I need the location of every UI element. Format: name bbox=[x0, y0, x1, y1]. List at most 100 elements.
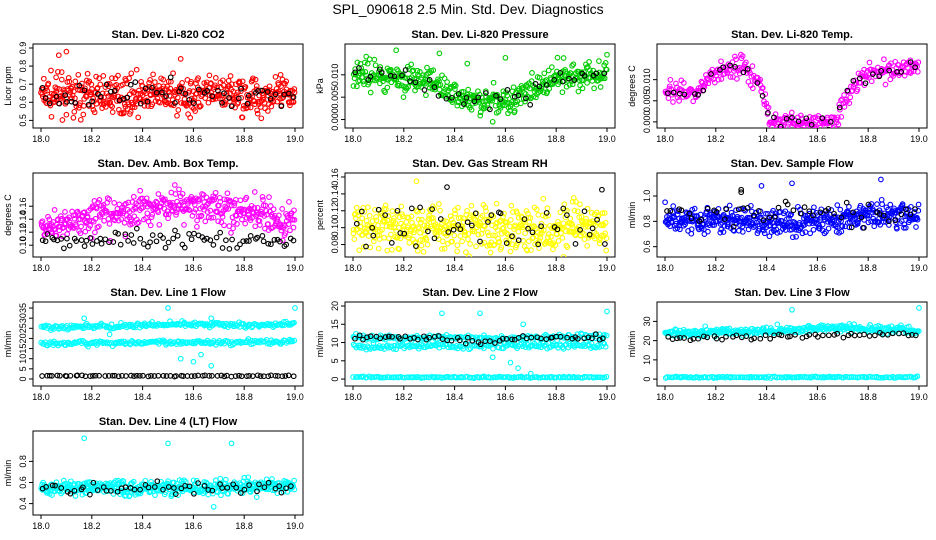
data-point bbox=[483, 90, 489, 96]
series bbox=[39, 225, 297, 252]
data-point bbox=[82, 228, 89, 235]
data-point bbox=[492, 340, 498, 346]
data-point bbox=[196, 213, 202, 220]
data-point bbox=[385, 333, 392, 340]
data-point bbox=[522, 98, 528, 105]
data-point bbox=[858, 214, 865, 221]
data-point bbox=[182, 339, 189, 346]
data-point bbox=[892, 217, 899, 224]
data-point bbox=[701, 84, 708, 90]
data-point bbox=[772, 210, 779, 217]
series bbox=[662, 373, 921, 381]
outlier-point bbox=[758, 183, 765, 189]
data-point bbox=[572, 374, 578, 381]
data-point bbox=[436, 201, 442, 207]
data-point bbox=[188, 78, 195, 85]
data-point bbox=[382, 89, 388, 96]
data-point bbox=[877, 374, 884, 381]
data-point bbox=[508, 99, 515, 105]
data-point bbox=[791, 127, 793, 128]
data-point bbox=[834, 202, 841, 208]
outlier-point bbox=[208, 315, 215, 322]
x-tick-label: 18.2 bbox=[83, 392, 101, 402]
data-point bbox=[457, 214, 464, 221]
data-point bbox=[440, 341, 446, 348]
data-point bbox=[847, 94, 854, 101]
data-point bbox=[231, 202, 238, 209]
data-point bbox=[46, 372, 53, 379]
data-point bbox=[77, 116, 84, 123]
data-point bbox=[854, 220, 861, 227]
data-point bbox=[212, 189, 219, 196]
data-point bbox=[251, 189, 258, 195]
data-point bbox=[662, 375, 669, 381]
series bbox=[39, 74, 297, 110]
data-point bbox=[665, 90, 671, 97]
data-point bbox=[435, 333, 442, 339]
outlier-point bbox=[177, 56, 184, 62]
data-point bbox=[162, 244, 169, 251]
data-point bbox=[221, 196, 228, 203]
data-point bbox=[789, 234, 796, 241]
data-point bbox=[702, 81, 709, 87]
outlier-point bbox=[208, 362, 215, 369]
data-point bbox=[264, 89, 271, 95]
data-point bbox=[569, 222, 576, 228]
data-point bbox=[484, 243, 491, 249]
y-tick-label: 0.10 bbox=[330, 219, 340, 237]
data-point bbox=[176, 186, 182, 193]
data-point bbox=[564, 334, 570, 341]
data-point bbox=[214, 84, 220, 91]
data-point bbox=[372, 206, 378, 213]
data-point bbox=[352, 335, 358, 342]
data-point bbox=[777, 123, 784, 128]
data-point bbox=[487, 338, 493, 344]
data-point bbox=[259, 233, 266, 239]
data-point bbox=[504, 87, 511, 93]
data-point bbox=[870, 71, 876, 77]
data-point bbox=[113, 323, 120, 330]
data-point bbox=[396, 82, 402, 89]
data-point bbox=[202, 95, 209, 101]
data-point bbox=[149, 84, 155, 91]
data-point bbox=[210, 242, 217, 248]
data-point bbox=[89, 241, 96, 247]
x-tick-label: 18.0 bbox=[32, 521, 50, 531]
data-point bbox=[57, 372, 63, 379]
data-point bbox=[444, 79, 450, 85]
data-point bbox=[418, 242, 425, 249]
data-point bbox=[353, 220, 360, 227]
data-point bbox=[260, 96, 267, 103]
data-point bbox=[209, 373, 215, 379]
data-point bbox=[268, 103, 275, 110]
data-point bbox=[221, 222, 227, 229]
y-tick-label: 0.8 bbox=[18, 455, 28, 468]
data-point bbox=[667, 76, 674, 83]
data-point bbox=[515, 92, 522, 99]
data-point bbox=[383, 206, 389, 213]
data-point bbox=[79, 372, 85, 379]
data-point bbox=[353, 204, 360, 211]
data-point bbox=[666, 83, 673, 90]
data-point bbox=[369, 218, 376, 224]
data-point bbox=[165, 215, 171, 222]
data-point bbox=[559, 235, 566, 241]
data-point bbox=[166, 92, 173, 99]
data-point bbox=[718, 58, 724, 65]
data-point bbox=[209, 93, 216, 100]
data-point bbox=[435, 93, 442, 99]
data-point bbox=[246, 238, 252, 244]
data-point bbox=[498, 244, 505, 251]
data-point bbox=[238, 85, 244, 92]
y-tick-label: 0.000 bbox=[642, 111, 652, 134]
data-point bbox=[789, 114, 795, 121]
data-point bbox=[751, 212, 757, 219]
data-point bbox=[160, 372, 167, 379]
data-point bbox=[670, 89, 677, 96]
data-point bbox=[382, 202, 389, 209]
data-point bbox=[370, 232, 377, 239]
data-point bbox=[559, 89, 566, 96]
panel-title: Stan. Dev. Li-820 Pressure bbox=[411, 29, 548, 41]
